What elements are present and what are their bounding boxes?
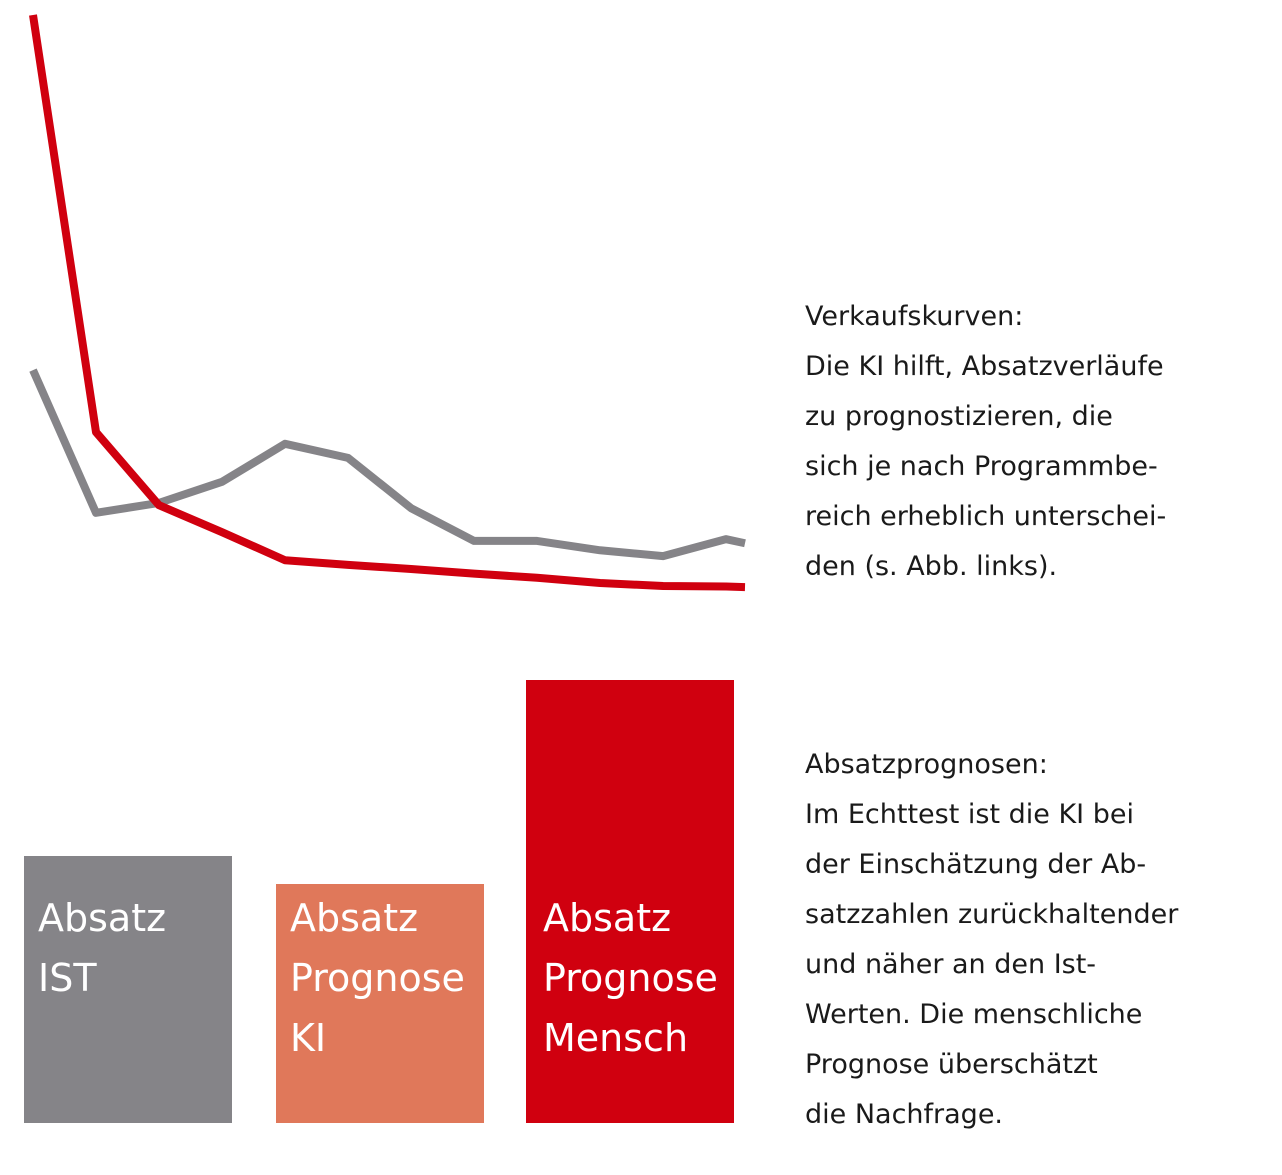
description: Verkaufskurven: Die KI hilft, Absatzverlä… <box>805 292 1166 592</box>
description-line: reich erheblich unterschei- <box>805 501 1167 532</box>
bar-label: Absatz Prognose Mensch <box>543 896 718 1060</box>
description-line: satzzahlen zurückhaltender <box>805 899 1179 930</box>
description-line: Die KI hilft, Absatzverläufe <box>805 351 1164 382</box>
series-line <box>29 368 746 561</box>
description-line: Im Echttest ist die KI bei <box>805 799 1134 830</box>
description-line: Werten. Die menschliche <box>805 999 1143 1030</box>
description-line: die Nachfrage. <box>805 1099 1004 1130</box>
description-heading: Verkaufskurven: <box>805 301 1024 332</box>
description: Absatzprognosen: Im Echttest ist die KI b… <box>805 740 1178 1140</box>
bar <box>526 680 734 1123</box>
bar-label: Absatz IST <box>38 896 167 1000</box>
description-line: Prognose überschätzt <box>805 1049 1098 1080</box>
bar-label: Absatz Prognose KI <box>290 896 465 1060</box>
description-line: der Einschätzung der Ab- <box>805 849 1147 880</box>
description-line: und näher an den Ist- <box>805 949 1097 980</box>
description-line: den (s. Abb. links). <box>805 551 1058 582</box>
bar <box>276 884 484 1123</box>
description-heading: Absatzprognosen: <box>805 749 1048 780</box>
bar <box>24 856 232 1123</box>
description-line: sich je nach Programmbe- <box>805 451 1158 482</box>
description-line: zu prognostizieren, die <box>805 401 1113 432</box>
series-line <box>29 14 746 592</box>
